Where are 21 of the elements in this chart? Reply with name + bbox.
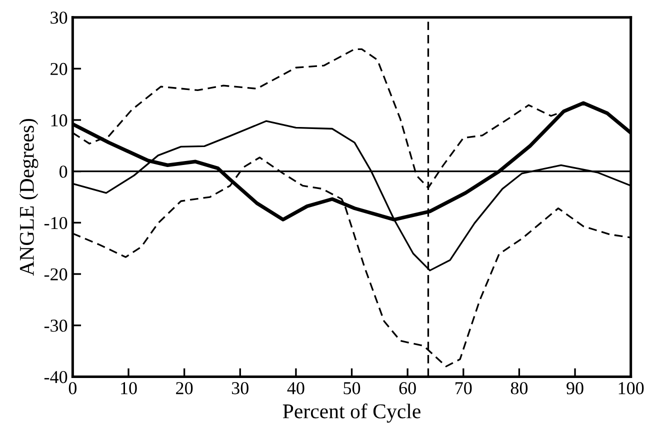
y-tick-label: -30 — [44, 320, 68, 332]
x-tick-label: 10 — [121, 382, 137, 394]
x-axis-title: Percent of Cycle — [282, 404, 420, 423]
y-axis-title: ANGLE (Degrees) — [19, 118, 38, 276]
y-tick-label: -20 — [44, 268, 68, 280]
y-tick-label: 30 — [50, 12, 68, 24]
y-tick-label: -40 — [44, 370, 68, 384]
y-tick-label: 20 — [50, 62, 68, 76]
x-tick-label: 70 — [456, 382, 472, 394]
y-tick-label: 0 — [59, 166, 68, 178]
y-tick-label: 10 — [51, 114, 68, 126]
x-tick-label: 50 — [344, 382, 360, 394]
x-tick-label: 30 — [232, 382, 248, 394]
x-tick-label: 80 — [510, 382, 528, 394]
x-tick-label: 20 — [176, 382, 193, 394]
x-tick-label: 40 — [287, 382, 304, 394]
x-tick-label: 0 — [68, 382, 77, 394]
x-tick-label: 60 — [399, 382, 416, 394]
x-tick-label: 100 — [618, 382, 644, 394]
x-tick-label: 90 — [566, 382, 584, 394]
y-tick-label: -10 — [44, 216, 68, 230]
